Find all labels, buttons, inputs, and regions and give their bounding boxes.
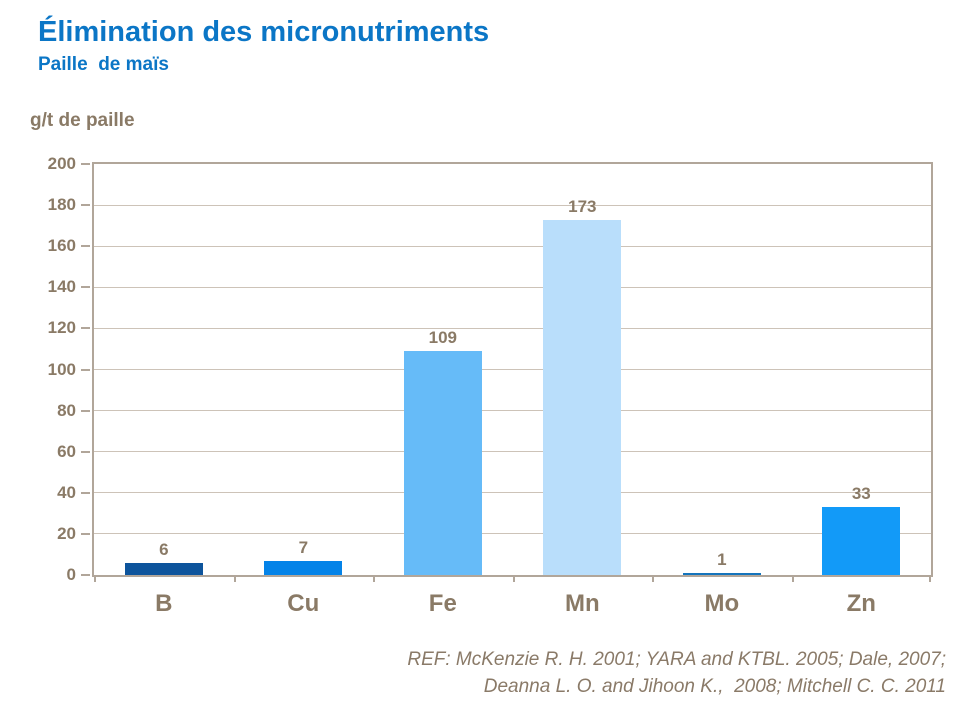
gridline <box>94 410 931 412</box>
y-tick-label: 140 <box>47 277 76 297</box>
bar-zn <box>822 507 901 575</box>
bar-mo <box>682 572 761 575</box>
x-tick-label-b: B <box>155 590 173 617</box>
value-label-mn: 173 <box>568 196 597 216</box>
x-tick-label-cu: Cu <box>287 590 320 617</box>
y-tick-label: 200 <box>47 154 76 173</box>
y-tick-mark <box>81 574 90 576</box>
value-label-b: 6 <box>159 539 169 559</box>
y-tick-mark <box>81 245 90 248</box>
reference-line-1: REF: McKenzie R. H. 2001; YARA and KTBL.… <box>407 649 946 670</box>
gridline <box>94 451 931 453</box>
y-tick-label: 120 <box>47 318 76 338</box>
x-tick-mark <box>512 577 515 582</box>
value-label-mo: 1 <box>717 549 727 569</box>
y-tick-label: 0 <box>66 565 76 584</box>
y-tick-mark <box>81 204 90 207</box>
y-tick-mark <box>81 491 90 494</box>
gridline <box>94 492 931 494</box>
x-tick-label-zn: Zn <box>846 590 876 617</box>
y-tick-mark <box>81 163 90 165</box>
y-tick-label: 60 <box>57 441 76 461</box>
y-tick-mark <box>81 450 90 453</box>
x-tick-label-mo: Mo <box>704 590 740 617</box>
y-axis-unit-label: g/t de paille <box>30 110 135 131</box>
reference-line-2: Deanna L. O. and Jihoon K., 2008; Mitche… <box>483 676 946 697</box>
y-tick-label: 180 <box>47 195 76 215</box>
y-tick-label: 100 <box>47 359 76 379</box>
x-tick-mark <box>233 577 236 582</box>
y-tick-label: 80 <box>57 400 76 420</box>
gridline <box>94 533 931 535</box>
chart-subtitle: Paille de maïs <box>38 54 169 75</box>
value-label-fe: 109 <box>428 328 457 347</box>
gridline <box>94 204 931 206</box>
y-tick-mark <box>81 409 90 412</box>
chart-title: Élimination des micronutriments <box>38 16 490 48</box>
x-tick-mark <box>652 577 654 582</box>
x-tick-mark <box>373 577 375 582</box>
x-tick-mark <box>791 577 794 582</box>
bar-fe <box>403 351 482 575</box>
bar-mn <box>543 219 622 575</box>
gridline <box>94 327 931 329</box>
gridline <box>94 286 931 288</box>
y-tick-mark <box>81 368 90 371</box>
plot-area: 6 7 109 173 1 33 <box>92 162 933 577</box>
bar-cu <box>264 560 343 575</box>
reference-text: REF: McKenzie R. H. 2001; YARA and KTBL.… <box>407 646 946 700</box>
x-tick-label-fe: Fe <box>428 590 457 617</box>
y-tick-label: 20 <box>57 523 76 543</box>
gridline <box>94 245 931 247</box>
bar-b <box>124 562 203 575</box>
y-tick-label: 40 <box>57 482 76 502</box>
x-tick-label-mn: Mn <box>564 590 600 617</box>
y-tick-mark <box>81 532 90 535</box>
y-tick-label: 160 <box>47 236 76 256</box>
value-label-cu: 7 <box>298 537 309 557</box>
y-tick-mark <box>81 286 90 289</box>
gridline <box>94 369 931 370</box>
x-tick-mark <box>929 577 931 582</box>
y-tick-mark <box>81 327 90 330</box>
value-label-zn: 33 <box>851 484 871 504</box>
x-tick-mark <box>94 577 96 582</box>
